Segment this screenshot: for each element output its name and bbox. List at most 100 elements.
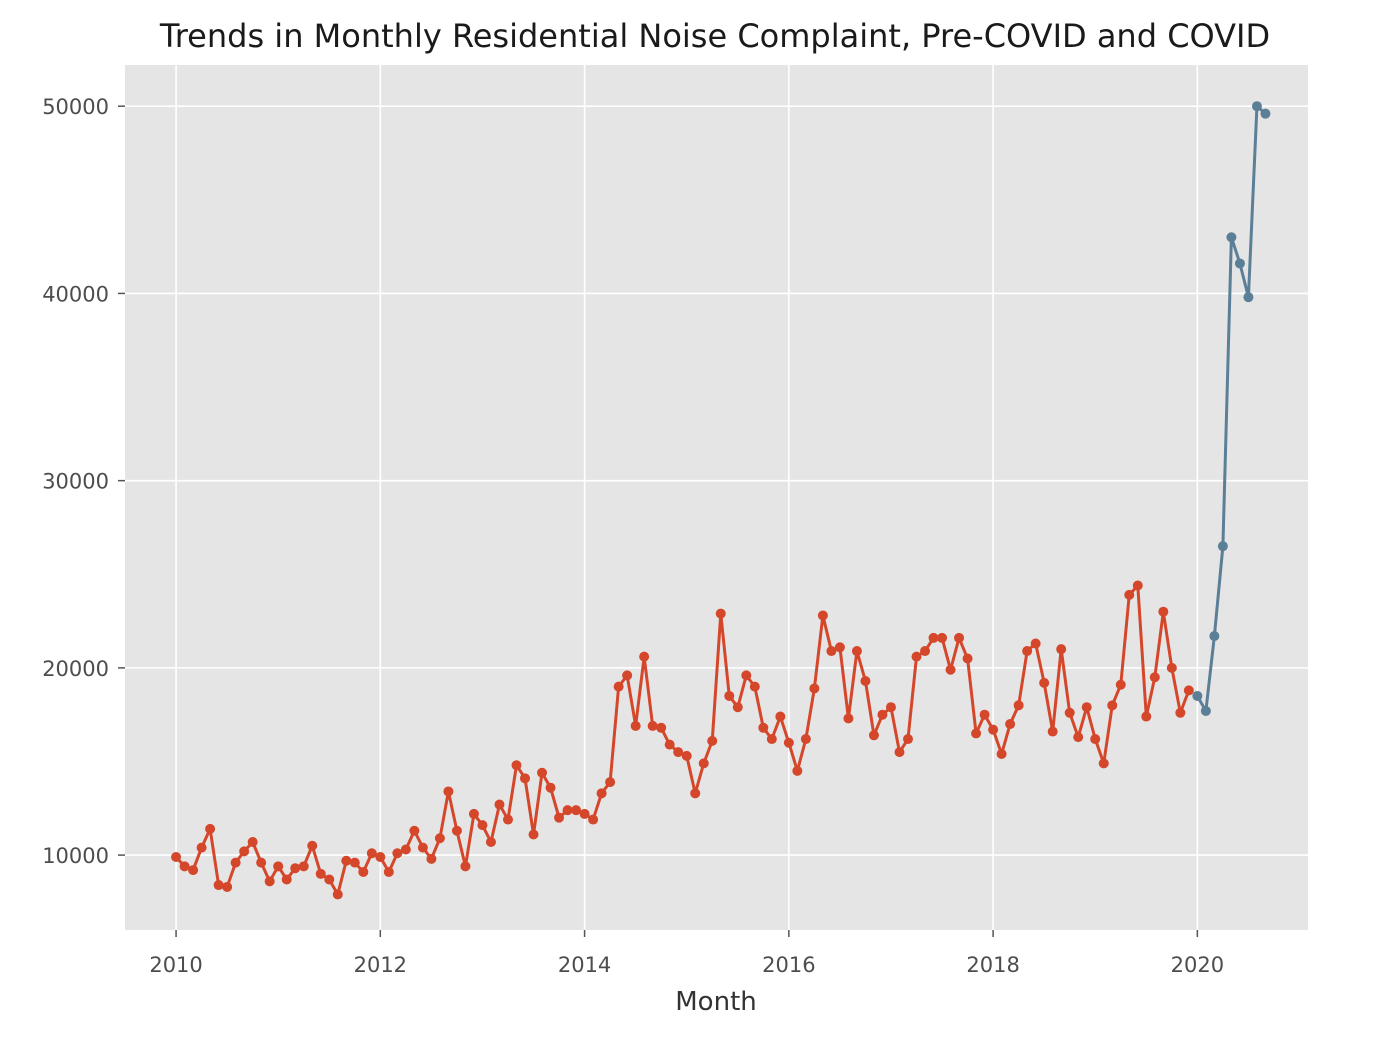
x-tick-label: 2016 (762, 953, 815, 977)
data-point (1251, 101, 1262, 112)
data-point (1217, 541, 1228, 552)
data-point (188, 865, 199, 876)
tick-labels: 2010 2012 2014 2016 2018 2020 10000 20000 30000 4… (42, 95, 1224, 977)
data-point (468, 808, 479, 819)
data-point (1073, 732, 1084, 743)
data-point (332, 889, 343, 900)
data-point (1124, 589, 1135, 600)
data-point (1090, 734, 1101, 745)
data-point (1234, 258, 1245, 269)
data-point (1209, 631, 1220, 642)
data-point (885, 702, 896, 713)
x-axis-label: Month (675, 987, 757, 1017)
data-point (937, 632, 948, 643)
data-point (171, 851, 182, 862)
data-point (349, 857, 360, 868)
data-point (1115, 679, 1126, 690)
data-point (826, 646, 837, 657)
data-point (485, 837, 496, 847)
data-point (375, 851, 386, 862)
x-tick-label: 2018 (966, 953, 1019, 977)
data-point (681, 750, 692, 761)
data-point (477, 820, 488, 831)
data-point (979, 709, 990, 720)
data-point (1158, 606, 1169, 617)
data-point (1243, 292, 1254, 303)
data-point (741, 670, 752, 681)
y-tick-label: 40000 (42, 282, 109, 306)
data-point (417, 842, 428, 853)
plot-background (125, 65, 1308, 930)
data-point (298, 861, 309, 872)
data-point (315, 868, 326, 879)
data-point (460, 861, 471, 872)
data-point (494, 799, 505, 810)
data-point (962, 653, 973, 664)
data-point (502, 814, 513, 825)
data-point (996, 749, 1007, 759)
data-point (239, 846, 250, 857)
data-point (1183, 685, 1194, 696)
data-point (690, 788, 701, 799)
data-point (443, 786, 454, 797)
data-point (264, 876, 275, 887)
data-point (562, 805, 573, 816)
data-point (358, 866, 369, 877)
data-point (894, 747, 905, 758)
data-point (630, 720, 641, 731)
chart-title: Trends in Monthly Residential Noise Comp… (159, 17, 1270, 55)
data-point (596, 788, 607, 799)
data-point (758, 722, 769, 733)
data-point (673, 747, 684, 758)
data-point (1141, 711, 1152, 722)
data-point (520, 773, 531, 784)
data-point (1013, 700, 1024, 711)
data-point (715, 608, 726, 619)
data-point (698, 758, 709, 769)
data-point (911, 651, 922, 662)
y-tick-label: 50000 (42, 95, 109, 119)
series-1 (1192, 101, 1271, 716)
data-point (588, 814, 599, 825)
data-point (1098, 758, 1109, 769)
data-point (451, 825, 462, 836)
data-point (1175, 707, 1186, 718)
x-tick-label: 2010 (149, 953, 202, 977)
data-point (622, 670, 633, 681)
data-point (273, 861, 284, 872)
data-point (366, 848, 377, 859)
x-tick-label: 2012 (354, 953, 407, 977)
data-point (1260, 108, 1271, 119)
x-tick-label: 2020 (1171, 953, 1224, 977)
data-point (749, 681, 760, 692)
data-point (537, 767, 548, 778)
data-point (528, 829, 539, 840)
data-point (247, 837, 258, 847)
data-point (205, 823, 216, 834)
data-point (928, 632, 939, 643)
data-point (179, 861, 190, 872)
y-tick-label: 30000 (42, 470, 109, 494)
data-point (954, 632, 965, 643)
data-point (613, 681, 624, 692)
data-point (971, 728, 982, 739)
data-point (800, 734, 811, 745)
data-point (1047, 726, 1058, 737)
data-point (860, 675, 871, 686)
data-point (1005, 719, 1016, 730)
data-point (707, 735, 718, 746)
data-point (1064, 707, 1075, 718)
y-tick-label: 10000 (42, 844, 109, 868)
data-point (1166, 662, 1177, 673)
data-point (409, 825, 420, 836)
data-point (988, 724, 999, 735)
data-point (324, 874, 335, 885)
data-point (920, 646, 931, 657)
data-point (196, 842, 207, 853)
data-point (511, 760, 522, 771)
data-point (383, 866, 394, 877)
data-point (1226, 232, 1237, 243)
data-point (877, 709, 888, 720)
grid-lines (125, 65, 1308, 930)
